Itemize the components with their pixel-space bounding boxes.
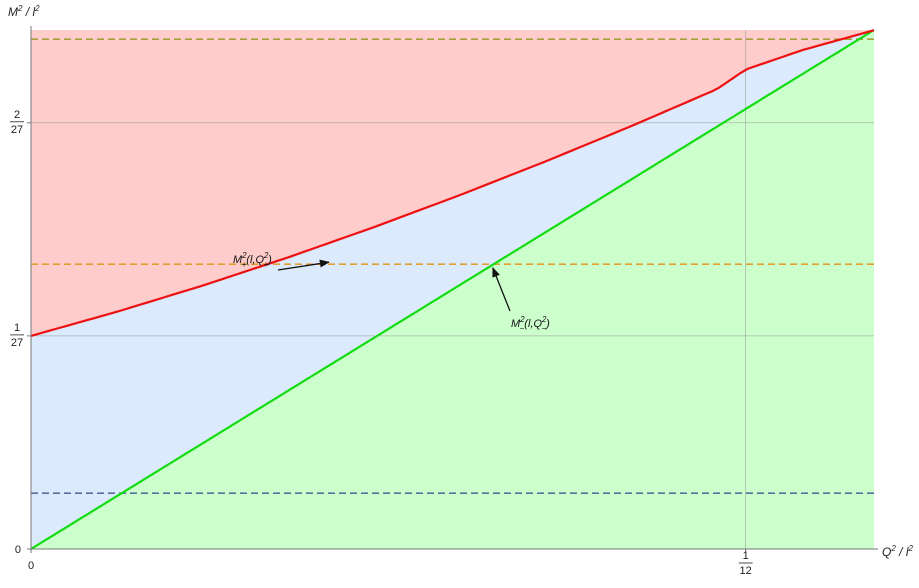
series-line-m-minus — [30, 29, 875, 550]
reference-grid — [31, 30, 874, 549]
x-axis-title: Q2 / l2 — [882, 544, 913, 559]
annotation-argument-subscript: − — [541, 324, 546, 333]
x-tick-label: 0 — [28, 560, 34, 572]
x-tick-label: 112 — [738, 550, 753, 577]
tick-denominator: 27 — [11, 124, 23, 136]
series-lines — [30, 29, 875, 550]
annotation-label-m-minus: M2 −(l,Q2 −) — [511, 315, 550, 333]
axis-title-exponent2: 2 — [34, 4, 40, 13]
axis-title-separator: / — [22, 5, 32, 19]
tick-denominator: 27 — [11, 337, 23, 349]
annotation-arrow-m-plus — [277, 259, 330, 271]
annotation-subscript: + — [242, 260, 247, 269]
y-axis-title: M2 / l2 — [8, 4, 40, 19]
annotation-close: ) — [266, 254, 272, 266]
annotation-label-m-plus: M2 +(l,Q2 +) — [233, 251, 272, 269]
annotation-argument: (l,Q — [246, 254, 264, 266]
dashed-reference-lines — [31, 38, 874, 494]
axis-title-exponent2: 2 — [907, 544, 913, 553]
tick-numerator: 2 — [14, 109, 20, 121]
axis-title-base: M — [8, 5, 18, 19]
region-above-upper-curve — [31, 30, 874, 336]
axis-title-base2: l — [32, 5, 35, 19]
axis-title-exponent: 2 — [890, 544, 896, 553]
axes — [30, 26, 878, 550]
tick-numerator: 1 — [743, 550, 749, 562]
y-tick-label: 227 — [10, 109, 24, 136]
tick-denominator: 12 — [740, 565, 752, 577]
axis-title-separator: / — [896, 545, 906, 559]
y-tick-label: 0 — [15, 544, 21, 556]
annotation-subscript: − — [520, 324, 525, 333]
annotation-exponent: 2 — [241, 251, 247, 260]
annotation-base: M — [233, 254, 243, 266]
series-line-m-plus — [30, 29, 875, 337]
annotation-base: M — [511, 318, 521, 330]
annotation-argument-exponent: 2 — [263, 251, 269, 260]
tick-numerator: 1 — [14, 322, 20, 334]
axis-title-base2: l — [906, 545, 909, 559]
axis-title-base: Q — [882, 545, 891, 559]
axis-title-exponent: 2 — [17, 4, 23, 13]
annotation-arrow-m-minus — [492, 266, 511, 312]
annotation-exponent: 2 — [519, 315, 525, 324]
annotation-argument-subscript: + — [263, 260, 268, 269]
annotations: M2 +(l,Q2 +)M2 −(l,Q2 −) — [233, 251, 550, 333]
annotation-argument-exponent: 2 — [541, 315, 547, 324]
annotation-argument: (l,Q — [524, 318, 542, 330]
y-tick-label: 127 — [10, 322, 24, 349]
annotation-close: ) — [544, 318, 550, 330]
